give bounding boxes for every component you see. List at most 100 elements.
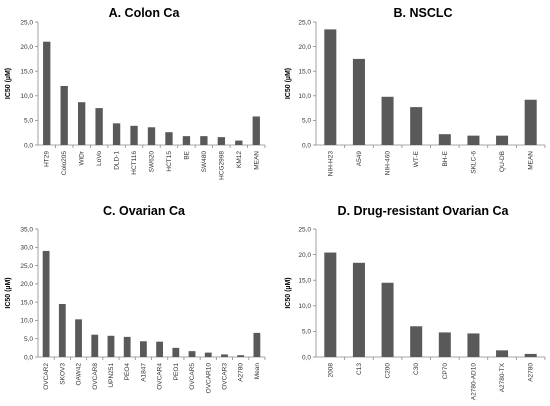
bar [524, 99, 537, 145]
bar [165, 132, 173, 145]
chart-title: D. Drug-resistant Ovarian Ca [338, 204, 510, 218]
bar [147, 127, 156, 145]
x-tick-label: NIH-460 [385, 151, 392, 176]
y-axis-label: IC50 (µM) [285, 277, 292, 308]
x-tick-label: OAW42 [76, 363, 83, 386]
bar [352, 262, 365, 357]
x-tick-label: C200 [385, 363, 392, 379]
x-tick-label: DLD-1 [114, 151, 121, 170]
y-axis-label: IC50 (µM) [5, 277, 12, 308]
chart-panel-3: C. Ovarian Ca IC50 (µM) 0,0 5,0 10,0 15,0 20,0… [5, 204, 266, 394]
x-tick-label: PEO1 [173, 363, 180, 381]
bar [123, 336, 131, 357]
x-tick-label: UPN251 [108, 363, 115, 388]
bar [60, 85, 68, 145]
bar [172, 347, 180, 357]
y-tick-label: 15,0 [20, 299, 33, 306]
chart-title: B. NSCLC [393, 6, 452, 20]
x-tick-label: HT29 [44, 151, 51, 167]
x-tick-label: WiDr [79, 150, 86, 165]
x-tick-label: QU-DB [499, 151, 506, 172]
x-tick-label: A549 [356, 151, 363, 167]
x-tick-label: MEAN [253, 151, 260, 170]
bar [188, 351, 196, 357]
y-axis-label: IC50 (µM) [285, 68, 292, 99]
x-tick-label: LoVo [96, 151, 103, 166]
y-tick-label: 25,0 [298, 19, 311, 26]
x-tick-label: MEAN [528, 151, 535, 170]
x-tick-label: A2780 [238, 363, 245, 382]
chart-panel-4: D. Drug-resistant Ovarian Ca IC50 (µM) 0,0… [285, 204, 546, 400]
bar [182, 136, 191, 145]
bar [217, 137, 226, 145]
x-tick-label: BE [183, 150, 190, 159]
y-tick-label: 0,0 [24, 354, 33, 361]
y-tick-label: 0,0 [24, 142, 33, 149]
y-axis-label: IC50 (µM) [5, 68, 12, 99]
x-tick-label: A2780-TX [499, 362, 506, 392]
x-tick-label: NIH-H23 [327, 151, 334, 177]
y-tick-label: 0,0 [302, 142, 311, 149]
y-tick-label: 25,0 [20, 19, 33, 26]
x-tick-label: C13 [356, 363, 363, 375]
y-tick-label: 0,0 [302, 354, 311, 361]
x-tick-label: 2008 [327, 363, 334, 378]
y-tick-label: 25,0 [20, 263, 33, 270]
x-tick-label: OVCAR8 [92, 363, 99, 390]
chart-title: A. Colon Ca [109, 6, 181, 20]
bar [252, 116, 260, 145]
x-tick-label: SKLC-6 [470, 151, 477, 174]
bar [438, 332, 451, 357]
y-tick-label: 20,0 [298, 44, 311, 51]
x-tick-label: HCT15 [166, 151, 173, 172]
bar [235, 140, 243, 145]
bar [139, 341, 147, 357]
x-tick-label: OVCAR2 [43, 363, 50, 390]
y-tick-label: 15,0 [20, 69, 33, 76]
x-tick-label: OVCAR10 [205, 363, 212, 394]
bar [221, 354, 228, 357]
y-tick-label: 15,0 [298, 69, 311, 76]
bar [253, 332, 261, 357]
y-tick-label: 5,0 [24, 118, 33, 125]
bar [410, 326, 423, 357]
x-tick-label: OVCAR5 [189, 363, 196, 390]
x-tick-label: A2780 [528, 363, 535, 382]
bar [204, 352, 212, 357]
y-tick-label: 5,0 [302, 329, 311, 336]
y-tick-label: 30,0 [20, 245, 33, 252]
bar [58, 303, 66, 357]
bar [467, 135, 480, 145]
bar [156, 341, 164, 357]
y-tick-label: 10,0 [20, 93, 33, 100]
y-tick-label: 10,0 [20, 318, 33, 325]
y-tick-label: 20,0 [20, 44, 33, 51]
bar [42, 250, 50, 357]
x-tick-label: SKOV3 [59, 363, 66, 385]
x-tick-label: HCT116 [131, 151, 138, 175]
bar [107, 335, 115, 357]
bar [200, 136, 208, 145]
x-tick-label: OVCAR3 [221, 363, 228, 390]
bar [324, 252, 337, 357]
x-tick-label: PEO4 [124, 363, 131, 381]
y-tick-label: 10,0 [298, 303, 311, 310]
x-tick-label: Colo205 [61, 151, 68, 176]
bar [43, 41, 51, 145]
bar [237, 355, 245, 357]
x-tick-label: HCG2998 [218, 151, 225, 180]
x-tick-label: OVCAR4 [157, 363, 164, 390]
y-tick-label: 20,0 [20, 281, 33, 288]
x-tick-label: C30 [413, 363, 420, 375]
bar [524, 353, 537, 357]
y-tick-label: 20,0 [298, 252, 311, 259]
y-tick-label: 35,0 [20, 226, 33, 233]
bar [95, 108, 103, 145]
chart-panel-1: A. Colon Ca IC50 (µM) 0,0 5,0 10,0 15,0 20,0 25… [5, 6, 266, 180]
y-tick-label: 5,0 [302, 118, 311, 125]
bar [77, 102, 86, 145]
bar [467, 333, 480, 357]
y-tick-label: 5,0 [24, 336, 33, 343]
x-tick-label: SW620 [149, 151, 156, 173]
x-tick-label: KM12 [236, 151, 243, 168]
